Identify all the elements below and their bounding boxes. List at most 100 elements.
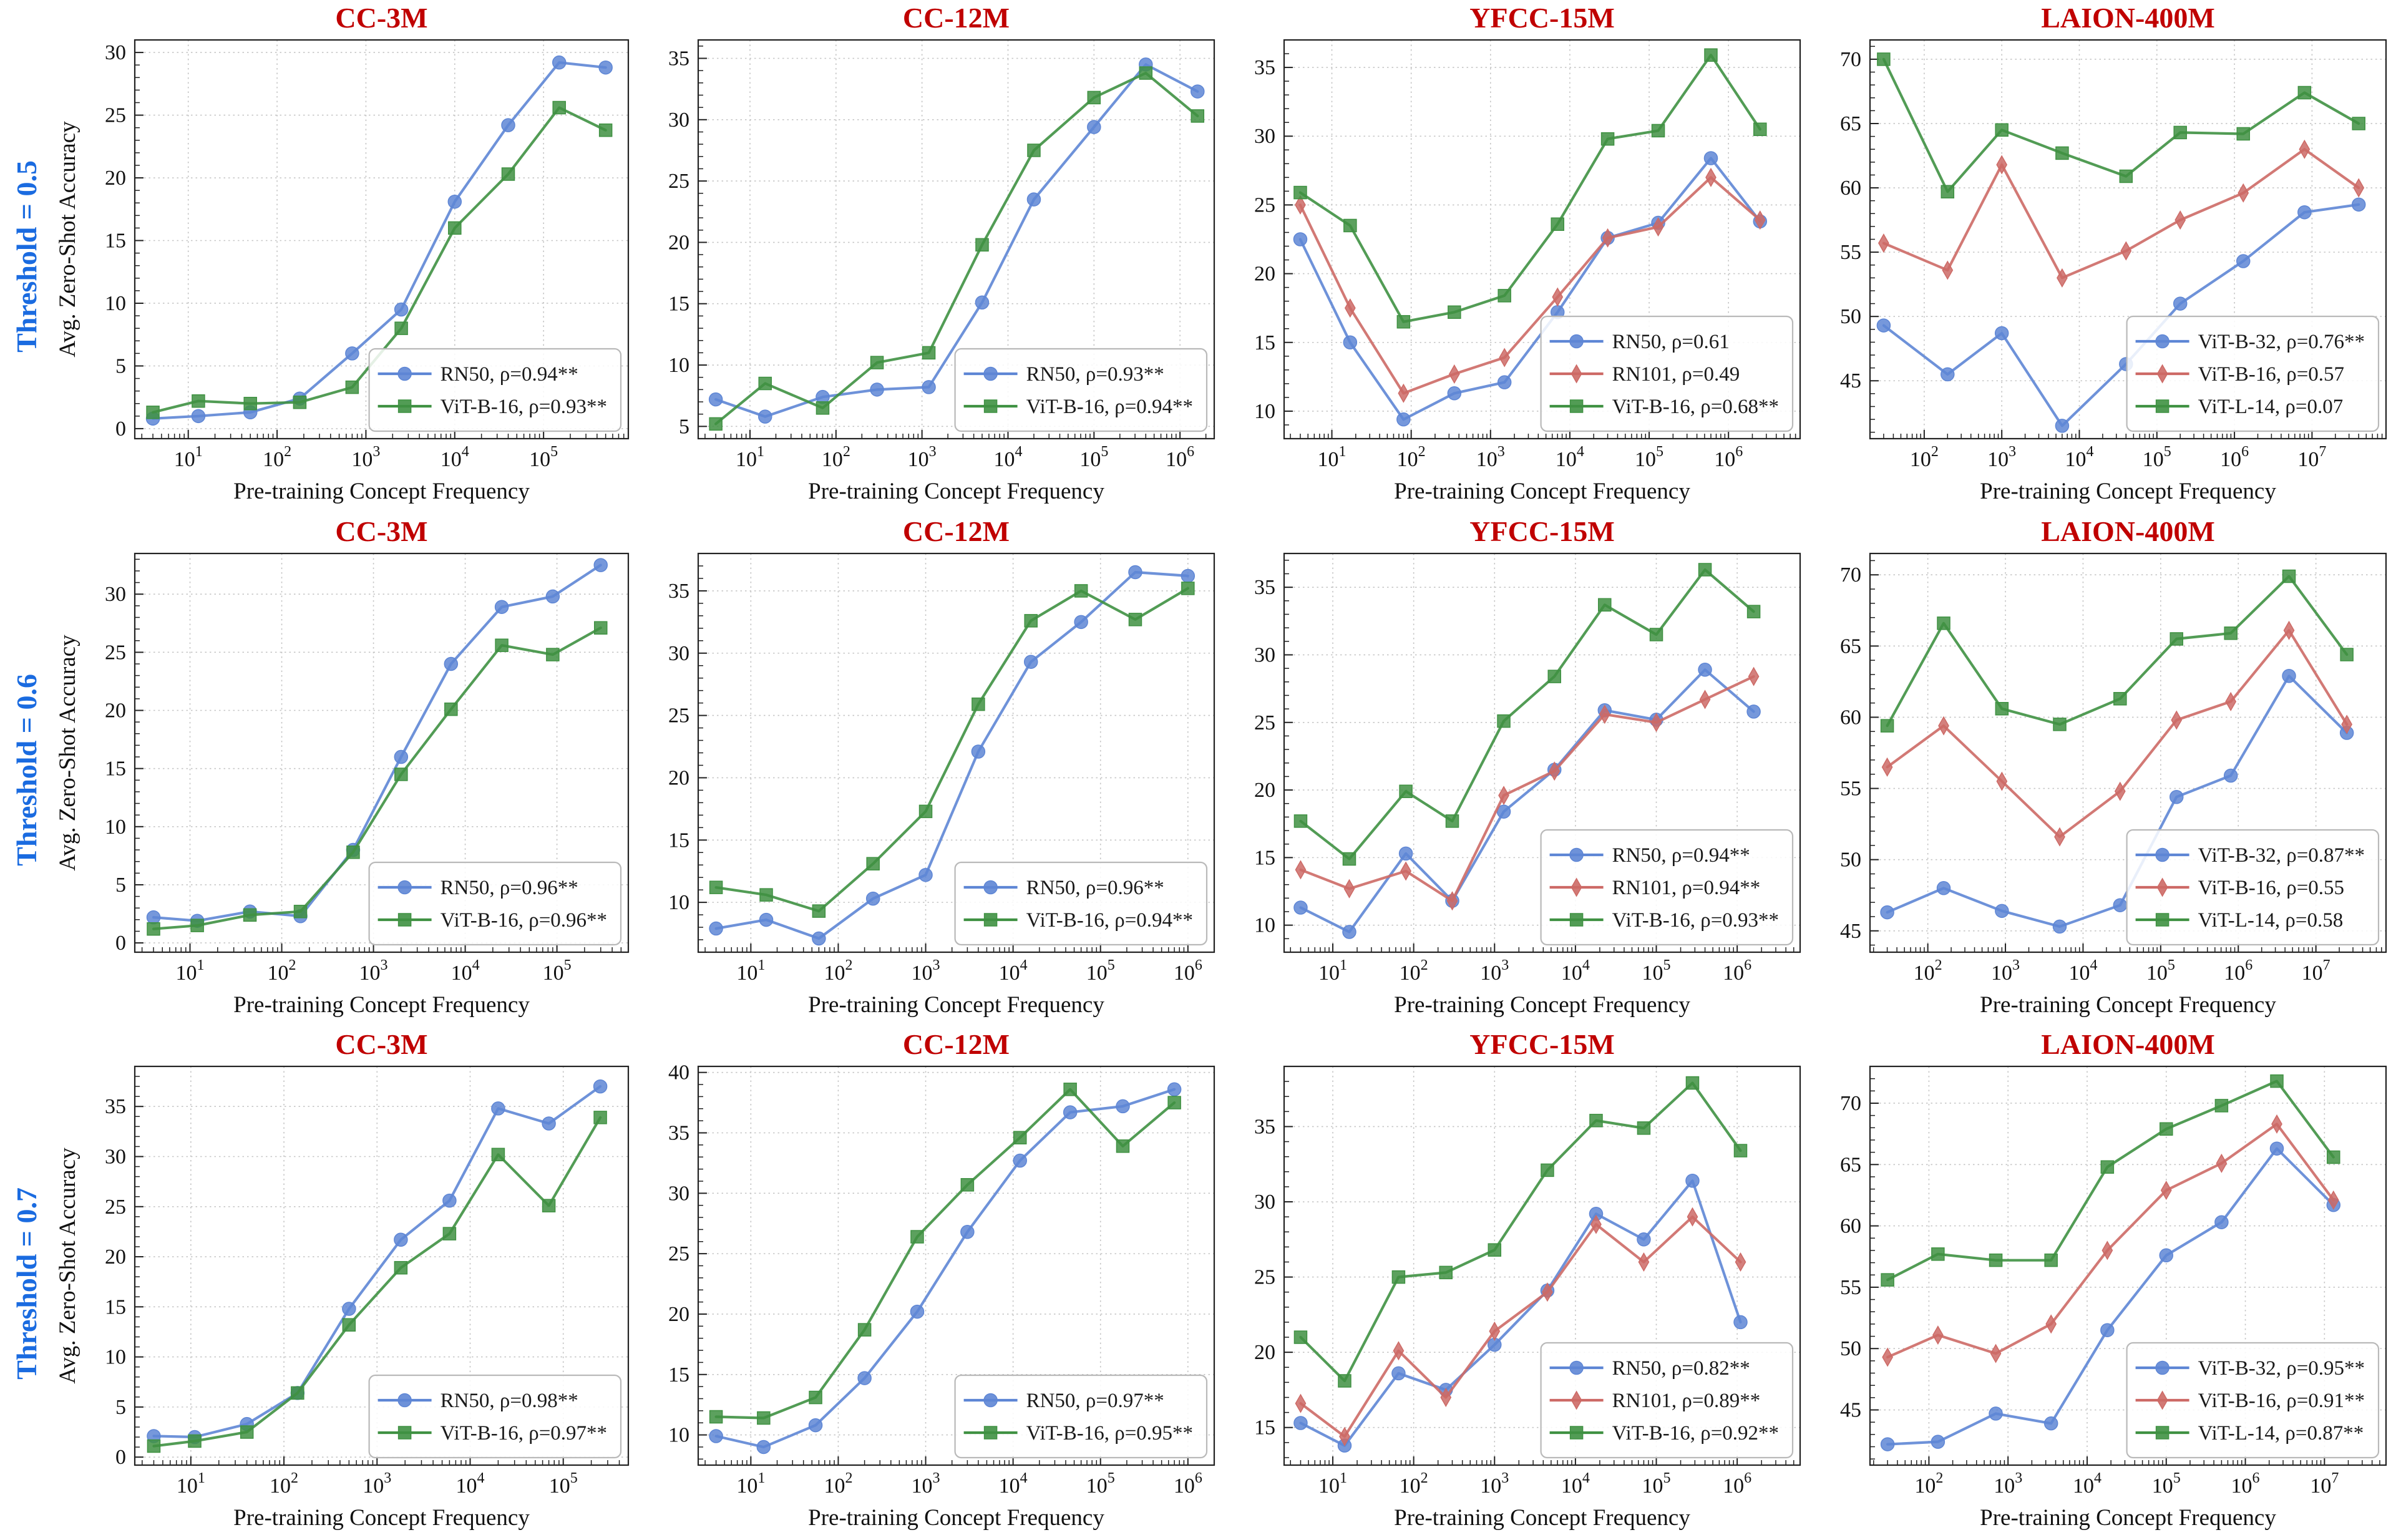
x-tick-label: 103: [351, 444, 380, 471]
legend-marker-ViT-B-16: [2156, 1390, 2168, 1410]
subplot-yfcc-15m-r2: 101 102 103 104 105 106 15 20 25 30 35 RN50, ρ=0.82…: [1224, 1026, 1810, 1540]
marker-square-ViT-B-16: [1497, 289, 1511, 303]
chart-canvas-laion-400m: 102 103 104 105 106 107 45 50 55 60 65 70 ViT-B-32, …: [1840, 1028, 2387, 1531]
x-tick-label: 107: [2302, 957, 2330, 985]
marker-diamond-ViT-B-16: [2160, 1181, 2172, 1201]
marker-circle-RN50: [593, 1079, 608, 1094]
marker-diamond-ViT-B-16: [2299, 139, 2311, 159]
x-tick-label: 102: [263, 444, 291, 471]
x-tick-label: 101: [736, 444, 764, 471]
chart-canvas-laion-400m: 102 103 104 105 106 107 45 50 55 60 65 70 ViT-B-32, …: [1840, 515, 2387, 1018]
marker-diamond-ViT-B-16: [2225, 691, 2237, 711]
marker-square-ViT-B-16: [1541, 1163, 1554, 1177]
marker-square-ViT-B-16: [552, 100, 566, 115]
marker-square-ViT-B-16: [1343, 218, 1357, 233]
subplot-laion-400m-r0: 102 103 104 105 106 107 45 50 55 60 65 70 ViT-B-32, …: [1810, 0, 2396, 514]
marker-square-ViT-L-14: [2214, 1099, 2229, 1113]
legend-marker-RN50: [983, 366, 998, 381]
x-tick-label: 105: [1086, 1470, 1115, 1498]
x-tick-label: 103: [1476, 444, 1505, 471]
marker-circle-RN50: [922, 380, 936, 394]
marker-circle-RN50: [1703, 151, 1718, 165]
series-line-RN50: [152, 563, 602, 922]
marker-square-ViT-B-16: [394, 1261, 408, 1275]
marker-square-ViT-B-16: [1753, 122, 1767, 136]
figure-row-threshold-0.6: Threshold = 0.6 101 102 103 104 105 0 5 10 15 20 2…: [0, 514, 2396, 1027]
marker-circle-RN50: [442, 1194, 457, 1208]
marker-diamond-ViT-B-16: [1878, 233, 1889, 253]
marker-diamond-RN101: [1344, 298, 1356, 318]
x-tick-label: 104: [455, 1470, 484, 1498]
x-tick-label: 103: [359, 957, 388, 985]
legend-box: [1540, 1342, 1794, 1459]
marker-circle-RN50: [342, 1302, 356, 1317]
y-tick-label: 65: [1840, 1154, 1861, 1177]
x-tick-label: 103: [912, 957, 940, 985]
chart-canvas-cc-3m: 101 102 103 104 105 0 5 10 15 20 25 30 RN50, ρ=0.96*…: [55, 515, 630, 1018]
x-tick-label: 103: [912, 1470, 940, 1498]
marker-square-ViT-B-16: [1139, 66, 1153, 80]
y-tick-label: 15: [1254, 331, 1275, 354]
marker-square-ViT-L-14: [2055, 146, 2069, 160]
legend-box: [2126, 1342, 2380, 1459]
marker-circle-RN50: [1087, 120, 1101, 134]
series-line-RN50: [1298, 157, 1761, 421]
marker-diamond-RN101: [1542, 1282, 1553, 1302]
marker-square-ViT-B-16: [910, 1230, 924, 1244]
y-tick-label: 20: [1254, 263, 1275, 286]
y-tick-label: 15: [105, 230, 126, 253]
y-tick-label: 5: [115, 874, 126, 897]
y-tick-label: 25: [668, 170, 689, 193]
legend-marker-RN50: [983, 880, 998, 894]
x-tick-label: 102: [270, 1470, 298, 1498]
legend-marker-RN50: [397, 1393, 412, 1408]
marker-square-ViT-L-14: [1995, 701, 2009, 716]
marker-square-ViT-B-16: [546, 648, 560, 661]
x-tick-label: 102: [1397, 444, 1426, 471]
marker-square-ViT-B-16: [293, 904, 308, 919]
marker-square-ViT-L-14: [2270, 1075, 2284, 1088]
series-line-ViT-B-16: [1299, 1081, 1742, 1383]
marker-square-ViT-B-16: [1439, 1265, 1453, 1280]
y-tick-label: 10: [105, 815, 126, 838]
x-tick-label: 106: [1723, 1470, 1751, 1498]
y-tick-label: 25: [1254, 1266, 1275, 1289]
marker-square-ViT-B-16: [243, 908, 257, 922]
marker-square-ViT-L-14: [1877, 52, 1891, 66]
marker-circle-ViT-B-32: [2113, 898, 2128, 912]
marker-square-ViT-B-16: [1167, 1096, 1181, 1110]
chart-title: YFCC-15M: [1469, 1028, 1615, 1060]
marker-circle-RN50: [759, 912, 774, 927]
x-tick-label: 102: [1914, 957, 1942, 985]
marker-square-ViT-B-16: [1342, 852, 1356, 865]
x-tick-label: 106: [1723, 957, 1751, 985]
legend-label-RN50: RN50, ρ=0.61: [1612, 331, 1730, 353]
series-line-ViT-B-16: [152, 1116, 602, 1448]
x-tick-label: 101: [736, 1470, 765, 1498]
marker-circle-RN50: [1181, 568, 1196, 583]
legend-marker-ViT-B-32: [2155, 847, 2170, 862]
marker-circle-RN50: [1447, 386, 1462, 401]
legend-label-ViT-L-14: ViT-L-14, ρ=0.87**: [2198, 1422, 2364, 1445]
y-tick-label: 25: [105, 1196, 126, 1219]
legend-marker-ViT-B-16: [397, 399, 412, 413]
series-line-RN50: [714, 570, 1189, 940]
subplot-cc-12m-r1: 101 102 103 104 105 106 10 15 20 25 30 35 RN50, ρ=0.…: [638, 514, 1224, 1027]
y-tick-label: 10: [105, 1346, 126, 1369]
marker-circle-ViT-B-32: [2055, 419, 2070, 433]
marker-circle-RN50: [598, 60, 613, 75]
chart-title: LAION-400M: [2041, 1028, 2215, 1060]
x-axis-label: Pre-training Concept Frequency: [233, 992, 530, 1018]
chart-title: CC-12M: [903, 2, 1010, 34]
legend-label-ViT-L-14: ViT-L-14, ρ=0.07: [2198, 396, 2344, 418]
marker-circle-RN50: [1074, 615, 1088, 629]
marker-square-ViT-B-16: [501, 167, 515, 181]
marker-circle-RN50: [444, 656, 459, 671]
marker-circle-RN50: [1191, 84, 1205, 99]
marker-square-ViT-L-14: [2282, 569, 2296, 583]
x-tick-label: 107: [2310, 1470, 2339, 1498]
marker-square-ViT-L-14: [1989, 1254, 2003, 1267]
marker-square-ViT-L-14: [2053, 717, 2067, 731]
marker-circle-RN50: [542, 1116, 556, 1131]
chart-canvas-cc-3m: 101 102 103 104 105 0 5 10 15 20 25 30 35 RN50, ρ=0.9…: [55, 1028, 630, 1531]
